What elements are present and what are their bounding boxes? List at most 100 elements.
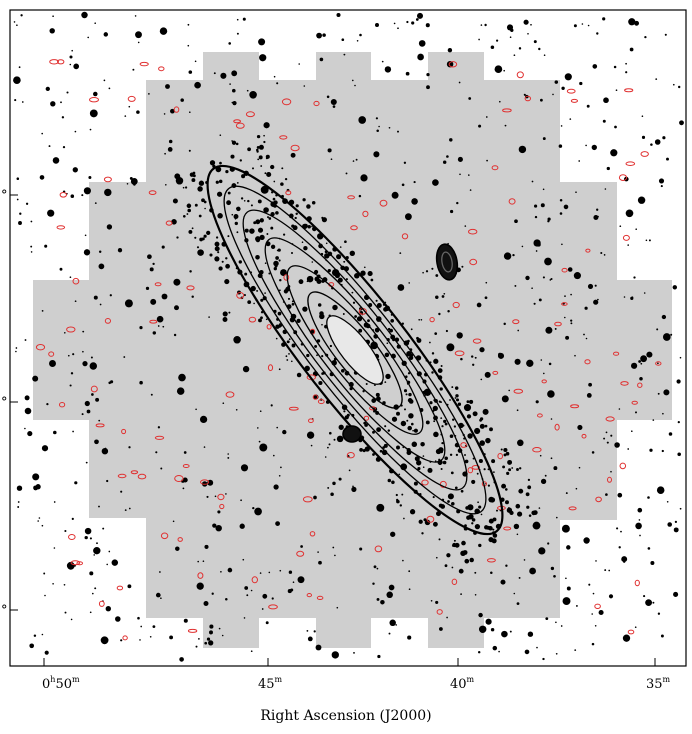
- red-source-ellipse: [491, 165, 499, 171]
- red-source-ellipse: [137, 473, 147, 480]
- black-source-dot: [525, 275, 530, 281]
- black-source-dot: [432, 521, 438, 527]
- black-source-dot: [327, 486, 330, 489]
- black-source-dot: [240, 464, 249, 472]
- black-source-dot: [169, 635, 174, 640]
- black-source-dot: [616, 527, 619, 530]
- black-source-dot: [668, 432, 673, 436]
- black-source-dot: [440, 467, 443, 471]
- black-source-dot: [303, 85, 306, 87]
- black-source-dot: [160, 467, 163, 470]
- black-source-dot: [89, 109, 98, 118]
- black-source-dot: [265, 157, 268, 160]
- black-source-dot: [283, 233, 286, 236]
- galaxy-contours: [206, 164, 504, 536]
- black-source-dot: [280, 182, 284, 186]
- black-source-dot: [73, 63, 80, 70]
- black-source-dot: [16, 24, 18, 27]
- black-source-dot: [405, 213, 412, 221]
- black-source-dot: [464, 454, 466, 456]
- black-source-dot: [139, 639, 141, 641]
- black-source-dot: [497, 352, 505, 359]
- black-source-dot: [514, 284, 517, 287]
- black-source-dot: [416, 336, 419, 340]
- black-source-dot: [579, 81, 583, 86]
- black-source-dot: [59, 267, 63, 271]
- black-source-dot: [488, 526, 493, 531]
- black-source-dot: [605, 493, 608, 496]
- black-source-dot: [264, 262, 267, 265]
- black-source-dot: [534, 215, 538, 219]
- black-source-dot: [371, 398, 377, 403]
- black-source-dot: [617, 492, 623, 498]
- black-source-dot: [443, 419, 447, 424]
- black-source-dot: [52, 15, 54, 18]
- black-source-dot: [41, 633, 44, 636]
- black-source-dot: [452, 418, 455, 421]
- black-source-dot: [322, 33, 326, 37]
- black-source-dot: [373, 151, 380, 158]
- black-source-dot: [89, 362, 98, 370]
- black-source-dot: [296, 318, 301, 323]
- black-source-dot: [150, 393, 153, 396]
- black-source-dot: [257, 158, 260, 161]
- black-source-dot: [173, 278, 181, 286]
- black-source-dot: [182, 487, 185, 490]
- black-source-dot: [477, 650, 481, 654]
- black-source-dot: [222, 402, 225, 405]
- black-source-dot: [247, 300, 252, 304]
- black-source-dot: [20, 14, 23, 17]
- black-source-dot: [400, 420, 407, 427]
- black-source-dot: [218, 179, 223, 184]
- red-source-ellipse: [127, 95, 136, 102]
- black-source-dot: [188, 229, 193, 234]
- black-source-dot: [270, 244, 276, 249]
- red-source-ellipse: [568, 506, 577, 511]
- red-source-ellipse: [570, 98, 579, 103]
- black-source-dot: [375, 117, 379, 120]
- black-source-dot: [471, 518, 476, 522]
- red-source-ellipse: [149, 319, 158, 324]
- black-source-dot: [74, 300, 77, 303]
- black-source-dot: [358, 116, 367, 124]
- black-source-dot: [575, 487, 578, 490]
- black-source-dot: [508, 389, 511, 392]
- black-source-dot: [564, 295, 566, 297]
- black-source-dot: [199, 415, 208, 424]
- black-source-dot: [222, 311, 228, 317]
- black-source-dot: [544, 474, 547, 477]
- black-source-dot: [200, 586, 203, 589]
- black-source-dot: [387, 478, 392, 483]
- black-source-dot: [130, 177, 138, 185]
- black-source-dot: [517, 511, 523, 517]
- red-source-ellipse: [66, 326, 76, 333]
- black-source-dot: [53, 501, 56, 503]
- black-source-dot: [165, 184, 167, 186]
- black-source-dot: [543, 372, 545, 375]
- black-source-dot: [386, 591, 393, 599]
- red-source-ellipse: [631, 400, 638, 405]
- black-source-dot: [234, 221, 238, 226]
- black-source-dot: [187, 23, 190, 26]
- black-source-dot: [84, 527, 92, 535]
- black-source-dot: [457, 402, 462, 406]
- black-source-dot: [468, 97, 472, 100]
- red-source-ellipse: [104, 318, 112, 324]
- black-source-dot: [198, 214, 202, 218]
- red-source-ellipse: [317, 399, 325, 405]
- black-source-dot: [548, 362, 552, 366]
- red-source-ellipse: [512, 319, 520, 325]
- black-source-dot: [306, 275, 314, 283]
- black-source-dot: [464, 225, 467, 227]
- red-source-ellipse: [460, 442, 467, 448]
- red-source-ellipse: [554, 423, 560, 431]
- black-source-dot: [319, 313, 325, 320]
- x-tick-label-35m: 35m: [646, 675, 671, 692]
- black-source-dot: [214, 241, 220, 247]
- black-source-dot: [474, 356, 477, 359]
- black-source-dot: [261, 608, 264, 610]
- black-source-dot: [618, 408, 621, 410]
- red-source-ellipse: [594, 603, 601, 609]
- black-source-dot: [120, 490, 123, 493]
- black-source-dot: [391, 480, 395, 485]
